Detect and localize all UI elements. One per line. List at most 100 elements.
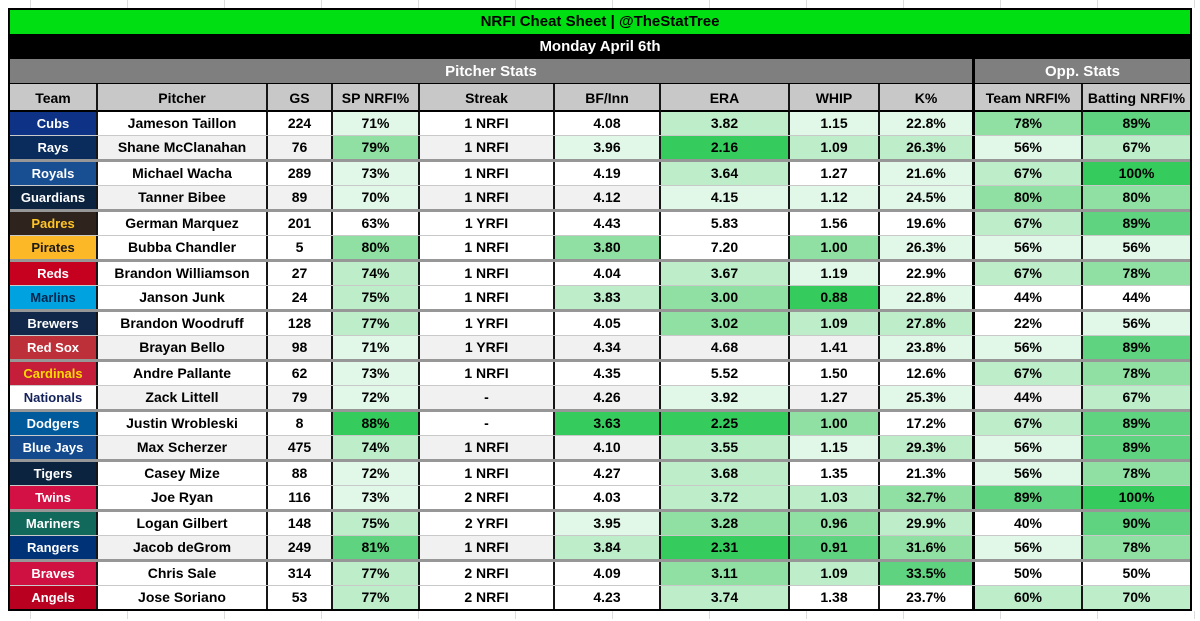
cell-whip[interactable]: 1.27	[790, 386, 880, 409]
cell-k-pct[interactable]: 17.2%	[880, 412, 975, 435]
cell-gs[interactable]: 5	[268, 236, 333, 259]
team-cell-twins[interactable]: Twins	[10, 486, 98, 509]
cell-gs[interactable]: 24	[268, 286, 333, 309]
cell-era[interactable]: 3.02	[661, 312, 790, 335]
cell-team-nrfi[interactable]: 78%	[975, 112, 1083, 135]
cell-batting-nrfi[interactable]: 100%	[1083, 486, 1190, 509]
cell-streak[interactable]: -	[420, 386, 555, 409]
team-cell-angels[interactable]: Angels	[10, 586, 98, 609]
cell-streak[interactable]: 1 YRFI	[420, 212, 555, 235]
cell-team-nrfi[interactable]: 56%	[975, 436, 1083, 459]
cell-bf-inn[interactable]: 4.23	[555, 586, 661, 609]
cell-team-nrfi[interactable]: 56%	[975, 236, 1083, 259]
cell-batting-nrfi[interactable]: 56%	[1083, 236, 1190, 259]
cell-gs[interactable]: 128	[268, 312, 333, 335]
pitcher-cell[interactable]: Brandon Woodruff	[98, 312, 268, 335]
cell-k-pct[interactable]: 19.6%	[880, 212, 975, 235]
cell-team-nrfi[interactable]: 40%	[975, 512, 1083, 535]
cell-gs[interactable]: 76	[268, 136, 333, 159]
cell-team-nrfi[interactable]: 44%	[975, 286, 1083, 309]
cell-k-pct[interactable]: 33.5%	[880, 562, 975, 585]
team-cell-tigers[interactable]: Tigers	[10, 462, 98, 485]
cell-era[interactable]: 3.28	[661, 512, 790, 535]
cell-streak[interactable]: 2 YRFI	[420, 512, 555, 535]
cell-team-nrfi[interactable]: 67%	[975, 362, 1083, 385]
team-cell-reds[interactable]: Reds	[10, 262, 98, 285]
team-cell-cubs[interactable]: Cubs	[10, 112, 98, 135]
cell-batting-nrfi[interactable]: 70%	[1083, 586, 1190, 609]
cell-era[interactable]: 3.82	[661, 112, 790, 135]
cell-bf-inn[interactable]: 4.03	[555, 486, 661, 509]
cell-sp-nrfi[interactable]: 77%	[333, 312, 420, 335]
cell-batting-nrfi[interactable]: 56%	[1083, 312, 1190, 335]
pitcher-cell[interactable]: Andre Pallante	[98, 362, 268, 385]
cell-streak[interactable]: 1 NRFI	[420, 462, 555, 485]
cell-gs[interactable]: 201	[268, 212, 333, 235]
cell-streak[interactable]: 1 NRFI	[420, 362, 555, 385]
cell-whip[interactable]: 1.15	[790, 112, 880, 135]
cell-gs[interactable]: 89	[268, 186, 333, 209]
cell-bf-inn[interactable]: 4.04	[555, 262, 661, 285]
pitcher-cell[interactable]: Joe Ryan	[98, 486, 268, 509]
team-cell-cardinals[interactable]: Cardinals	[10, 362, 98, 385]
cell-whip[interactable]: 0.91	[790, 536, 880, 559]
cell-batting-nrfi[interactable]: 44%	[1083, 286, 1190, 309]
cell-batting-nrfi[interactable]: 89%	[1083, 112, 1190, 135]
team-cell-brewers[interactable]: Brewers	[10, 312, 98, 335]
cell-k-pct[interactable]: 29.3%	[880, 436, 975, 459]
cell-k-pct[interactable]: 23.8%	[880, 336, 975, 359]
cell-whip[interactable]: 0.96	[790, 512, 880, 535]
pitcher-cell[interactable]: Jose Soriano	[98, 586, 268, 609]
cell-era[interactable]: 4.68	[661, 336, 790, 359]
cell-era[interactable]: 5.83	[661, 212, 790, 235]
cell-bf-inn[interactable]: 4.08	[555, 112, 661, 135]
cell-k-pct[interactable]: 22.8%	[880, 286, 975, 309]
cell-streak[interactable]: 1 YRFI	[420, 336, 555, 359]
cell-k-pct[interactable]: 25.3%	[880, 386, 975, 409]
cell-whip[interactable]: 1.50	[790, 362, 880, 385]
team-cell-rangers[interactable]: Rangers	[10, 536, 98, 559]
cell-sp-nrfi[interactable]: 77%	[333, 586, 420, 609]
cell-sp-nrfi[interactable]: 72%	[333, 462, 420, 485]
cell-batting-nrfi[interactable]: 50%	[1083, 562, 1190, 585]
cell-sp-nrfi[interactable]: 72%	[333, 386, 420, 409]
cell-sp-nrfi[interactable]: 73%	[333, 362, 420, 385]
cell-whip[interactable]: 1.00	[790, 412, 880, 435]
cell-sp-nrfi[interactable]: 71%	[333, 112, 420, 135]
cell-team-nrfi[interactable]: 56%	[975, 536, 1083, 559]
pitcher-cell[interactable]: Shane McClanahan	[98, 136, 268, 159]
team-cell-blue-jays[interactable]: Blue Jays	[10, 436, 98, 459]
cell-whip[interactable]: 1.27	[790, 162, 880, 185]
cell-streak[interactable]: 1 NRFI	[420, 436, 555, 459]
cell-gs[interactable]: 8	[268, 412, 333, 435]
team-cell-mariners[interactable]: Mariners	[10, 512, 98, 535]
cell-era[interactable]: 2.25	[661, 412, 790, 435]
cell-gs[interactable]: 62	[268, 362, 333, 385]
cell-whip[interactable]: 1.09	[790, 136, 880, 159]
cell-gs[interactable]: 98	[268, 336, 333, 359]
cell-streak[interactable]: 2 NRFI	[420, 586, 555, 609]
cell-gs[interactable]: 224	[268, 112, 333, 135]
pitcher-cell[interactable]: Tanner Bibee	[98, 186, 268, 209]
team-cell-nationals[interactable]: Nationals	[10, 386, 98, 409]
cell-streak[interactable]: 1 NRFI	[420, 186, 555, 209]
cell-team-nrfi[interactable]: 56%	[975, 136, 1083, 159]
cell-k-pct[interactable]: 26.3%	[880, 136, 975, 159]
cell-era[interactable]: 2.31	[661, 536, 790, 559]
pitcher-cell[interactable]: Janson Junk	[98, 286, 268, 309]
cell-k-pct[interactable]: 21.3%	[880, 462, 975, 485]
pitcher-cell[interactable]: Casey Mize	[98, 462, 268, 485]
cell-streak[interactable]: 1 NRFI	[420, 162, 555, 185]
cell-team-nrfi[interactable]: 67%	[975, 212, 1083, 235]
cell-team-nrfi[interactable]: 67%	[975, 162, 1083, 185]
cell-streak[interactable]: 1 NRFI	[420, 136, 555, 159]
cell-era[interactable]: 5.52	[661, 362, 790, 385]
team-cell-braves[interactable]: Braves	[10, 562, 98, 585]
cell-batting-nrfi[interactable]: 67%	[1083, 386, 1190, 409]
cell-streak[interactable]: 1 NRFI	[420, 262, 555, 285]
cell-bf-inn[interactable]: 3.83	[555, 286, 661, 309]
cell-whip[interactable]: 0.88	[790, 286, 880, 309]
cell-streak[interactable]: 2 NRFI	[420, 486, 555, 509]
cell-k-pct[interactable]: 31.6%	[880, 536, 975, 559]
pitcher-cell[interactable]: Chris Sale	[98, 562, 268, 585]
